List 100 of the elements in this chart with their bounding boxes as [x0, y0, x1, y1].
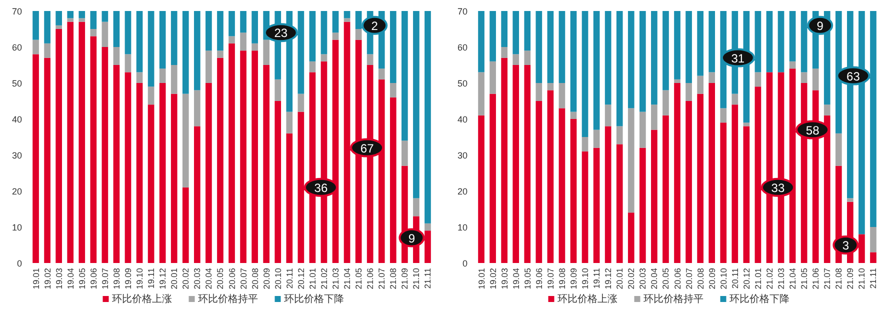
bar [274, 79, 282, 101]
bar [490, 11, 496, 62]
x-tick-label: 21.03 [330, 268, 341, 290]
bar [616, 126, 623, 144]
bar [274, 101, 282, 263]
bar [708, 83, 716, 263]
x-tick-label: 19.06 [88, 268, 98, 290]
annotation: 31 [731, 51, 745, 66]
bar [252, 50, 258, 263]
bar [90, 11, 97, 29]
x-tick-label: 19.09 [122, 268, 133, 290]
bar [593, 11, 600, 130]
bar [570, 11, 577, 112]
legend-label: 环比价格下降 [729, 293, 790, 305]
x-tick-label: 19.09 [568, 268, 578, 290]
bar [639, 112, 646, 148]
x-tick-label: 21.05 [354, 268, 364, 290]
legend-label: 环比价格上涨 [557, 293, 618, 305]
bar [524, 50, 531, 65]
bar [332, 40, 339, 263]
y-tick-label: 60 [457, 42, 468, 52]
x-tick-label: 19.10 [580, 268, 590, 290]
bar [616, 144, 623, 263]
bar [148, 86, 154, 105]
x-tick-label: 20.02 [180, 268, 191, 290]
bar [78, 18, 86, 22]
bar [604, 126, 612, 263]
bar [778, 11, 784, 72]
bar [686, 11, 692, 83]
bar [547, 90, 554, 263]
bar [148, 104, 154, 263]
x-tick-label: 21.06 [365, 268, 376, 290]
x-tick-label: 19.04 [65, 268, 76, 290]
x-tick-label: 20.09 [706, 268, 717, 290]
bar [651, 104, 658, 130]
y-tick-label: 0 [16, 258, 22, 268]
bar [870, 252, 876, 263]
x-tick-label: 19.06 [534, 268, 544, 290]
bar [355, 11, 362, 29]
y-tick-label: 30 [12, 150, 22, 160]
bar [32, 40, 39, 54]
annotation: 63 [846, 69, 860, 84]
bar [547, 11, 554, 83]
x-tick-label: 21.02 [764, 268, 774, 290]
bar [697, 94, 704, 263]
bar [182, 11, 189, 94]
x-tick-label: 20.03 [192, 268, 202, 290]
x-tick-label: 21.01 [752, 268, 763, 290]
bar [240, 50, 246, 263]
bar [662, 11, 669, 90]
x-tick-label: 19.02 [42, 268, 52, 290]
y-tick-label: 10 [457, 222, 468, 232]
annotation: 2 [371, 18, 378, 33]
bar [662, 115, 669, 263]
x-tick-label: 20.05 [660, 268, 671, 290]
bar [413, 198, 420, 216]
bar [182, 187, 189, 263]
x-tick-label: 20.08 [250, 268, 260, 290]
bar [194, 11, 200, 90]
bar [44, 11, 50, 44]
bar [402, 140, 408, 166]
bar [558, 108, 566, 263]
bar [524, 11, 531, 51]
bar [332, 32, 339, 40]
bar [720, 11, 727, 108]
bar [344, 11, 350, 18]
bar [743, 126, 750, 263]
bar [536, 83, 542, 101]
bar [263, 65, 270, 263]
bar [582, 151, 588, 263]
bar [478, 72, 484, 116]
bar [309, 61, 316, 72]
bar [217, 11, 224, 51]
x-tick-label: 19.03 [54, 268, 64, 290]
bar [686, 101, 692, 263]
bar [870, 11, 876, 227]
x-tick-label: 19.02 [488, 268, 498, 290]
y-tick-label: 0 [462, 258, 468, 268]
bar [789, 61, 796, 69]
bar [800, 11, 808, 72]
bar [628, 212, 634, 263]
x-tick-label: 20.03 [638, 268, 648, 290]
y-tick-label: 40 [12, 114, 22, 124]
x-tick-label: 21.09 [845, 268, 856, 290]
bar [170, 94, 178, 263]
bar [616, 11, 623, 126]
x-tick-label: 19.08 [111, 268, 122, 290]
bar [593, 130, 600, 148]
bar [124, 11, 132, 54]
annotation: 23 [274, 26, 288, 40]
bar [44, 58, 50, 263]
bar [206, 11, 212, 51]
bar [708, 72, 716, 83]
bar [639, 11, 646, 112]
bar [835, 11, 842, 134]
bar [44, 43, 50, 58]
bar [490, 61, 496, 94]
bar [593, 148, 600, 263]
x-tick-label: 20.10 [272, 268, 283, 290]
bar [298, 112, 304, 263]
